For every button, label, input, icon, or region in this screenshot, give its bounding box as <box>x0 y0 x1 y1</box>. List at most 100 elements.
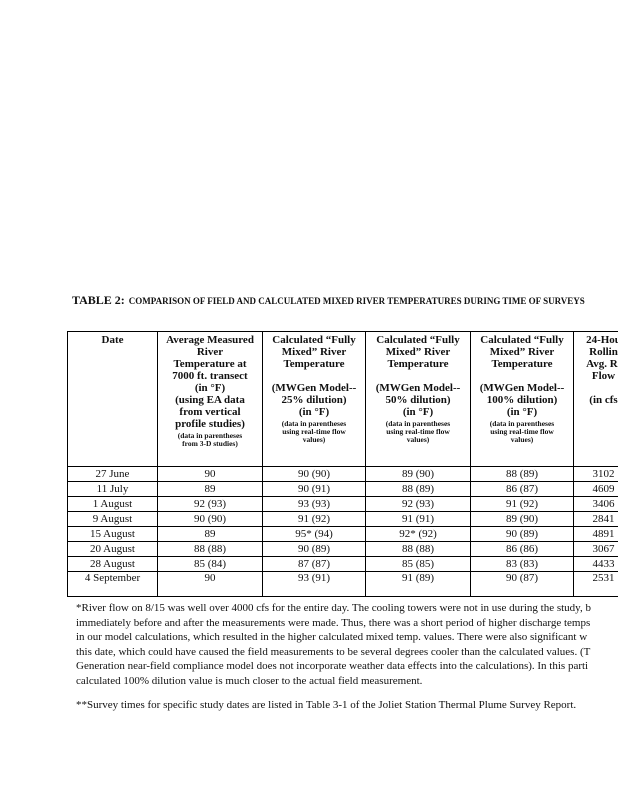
footnote-line: in our model calculations, which resulte… <box>76 631 588 643</box>
value-cell: 90 (89) <box>470 526 574 542</box>
value-cell: 3102 <box>573 466 618 482</box>
header-cell: Calculated “Fully Mixed” River Temperature… <box>470 331 574 467</box>
header-note: (data in parentheses using real-time flow… <box>367 419 470 444</box>
value-cell: 88 (89) <box>365 481 471 497</box>
value-cell: 92 (93) <box>365 496 471 512</box>
value-cell: 89 <box>157 481 263 497</box>
footnote-line: calculated 100% dilution value is much c… <box>76 674 423 687</box>
value-cell: 90 (90) <box>262 466 366 482</box>
value-cell: 87 (87) <box>262 556 366 572</box>
value-cell: 2841 <box>573 511 618 527</box>
value-cell: 91 (91) <box>365 511 471 527</box>
header-line: Mixed” River <box>385 346 451 358</box>
header-line: profile studies) <box>175 418 245 430</box>
table-row: 27 June 90 90 (90) 89 (90) 88 (89) 3102 <box>67 466 618 482</box>
header-subline: (in °F) <box>298 406 330 418</box>
table-title: TABLE 2: COMPARISON OF FIELD AND CALCULAT… <box>72 291 585 309</box>
table-row: 9 August 90 (90) 91 (92) 91 (91) 89 (90) 2841 <box>67 511 618 527</box>
title-label: TABLE 2: <box>72 293 125 307</box>
date-cell: 9 August <box>67 511 158 527</box>
header-line: Mixed” River <box>281 346 347 358</box>
header-line: Temperature <box>283 358 345 370</box>
value-cell: 88 (89) <box>470 466 574 482</box>
note-line: using real-time flow <box>282 427 346 436</box>
date-cell: 11 July <box>67 481 158 497</box>
header-row: Date Average Measured River Temperature at 7… <box>67 331 618 467</box>
footnote: **Survey times for specific study dates … <box>76 698 591 713</box>
value-cell: 3067 <box>573 541 618 557</box>
value-cell: 86 (86) <box>470 541 574 557</box>
header-subline: 100% dilution) <box>486 394 558 406</box>
note-line: using real-time flow <box>386 427 450 436</box>
value-cell: 85 (85) <box>365 556 471 572</box>
title-text: COMPARISON OF FIELD AND CALCULATED MIXED… <box>128 296 585 306</box>
header-note: (data in parentheses from 3-D studies) <box>159 431 262 448</box>
date-cell: 27 June <box>67 466 158 482</box>
value-cell: 89 (90) <box>470 511 574 527</box>
header-cell: Calculated “Fully Mixed” River Temperature… <box>262 331 366 467</box>
header-line: Calculated “Fully <box>376 334 460 346</box>
table-row: 15 August 89 95* (94) 92* (92) 90 (89) 4891 <box>67 526 618 542</box>
header-subline: (MWGen Model-- <box>271 382 357 394</box>
header-gap <box>264 370 365 382</box>
header-subline: 25% dilution) <box>281 394 347 406</box>
value-cell: 4891 <box>573 526 618 542</box>
value-cell: 4433 <box>573 556 618 572</box>
header-line: Calculated “Fully <box>272 334 356 346</box>
header-line: from vertical <box>179 406 241 418</box>
footnote-line: Generation near-field compliance model d… <box>76 660 589 672</box>
header-subline: (MWGen Model-- <box>479 382 565 394</box>
value-cell: 95* (94) <box>262 526 366 542</box>
header-cell: Calculated “Fully Mixed” River Temperature… <box>365 331 471 467</box>
value-cell: 89 <box>157 526 263 542</box>
note-line: (data in parentheses <box>385 419 451 428</box>
footnote-line: *River flow on 8/15 was well over 4000 c… <box>76 602 591 614</box>
note-line: (data in parentheses <box>281 419 347 428</box>
footnotes: *River flow on 8/15 was well over 4000 c… <box>76 601 591 723</box>
value-cell: 4609 <box>573 481 618 497</box>
note-line: (data in parentheses <box>489 419 555 428</box>
table-row: 28 August 85 (84) 87 (87) 85 (85) 83 (83) 443… <box>67 556 618 572</box>
value-cell: 3406 <box>573 496 618 512</box>
header-line: Temperature <box>491 358 553 370</box>
header-gap <box>575 382 618 394</box>
note-line: values) <box>302 435 326 444</box>
header-line: Mixed” River <box>489 346 555 358</box>
value-cell: 88 (88) <box>157 541 263 557</box>
header-cell: 24-Hou Rollin Avg. Ri Flow (in cfs <box>573 331 618 467</box>
header-subline: (in °F) <box>402 406 434 418</box>
value-cell: 92 (93) <box>157 496 263 512</box>
value-cell: 90 (90) <box>157 511 263 527</box>
value-cell: 2531 <box>573 571 618 597</box>
header-line: Rollin <box>589 346 618 358</box>
date-cell: 4 September <box>67 571 158 597</box>
header-line: Temperature <box>387 358 449 370</box>
value-cell: 85 (84) <box>157 556 263 572</box>
header-note: (data in parentheses using real-time flow… <box>472 419 573 444</box>
value-cell: 92* (92) <box>365 526 471 542</box>
value-cell: 91 (92) <box>262 511 366 527</box>
header-line: River <box>196 346 224 358</box>
value-cell: 90 (91) <box>262 481 366 497</box>
header-gap <box>472 370 573 382</box>
header-subline: (MWGen Model-- <box>375 382 461 394</box>
header-line: Average Measured <box>166 334 254 346</box>
header-line: Avg. Ri <box>586 358 618 370</box>
note-line: values) <box>406 435 430 444</box>
date-cell: 1 August <box>67 496 158 512</box>
note-line: values) <box>510 435 534 444</box>
value-cell: 91 (92) <box>470 496 574 512</box>
note-line: (data in parentheses <box>177 431 243 440</box>
value-cell: 90 <box>157 466 263 482</box>
value-cell: 90 (87) <box>470 571 574 597</box>
date-cell: 20 August <box>67 541 158 557</box>
data-table: Date Average Measured River Temperature at 7… <box>67 331 618 597</box>
table-row: 20 August 88 (88) 90 (89) 88 (88) 86 (86) 306… <box>67 541 618 557</box>
header-line: (in °F) <box>194 382 226 394</box>
header-subline: (in °F) <box>506 406 538 418</box>
date-cell: 15 August <box>67 526 158 542</box>
value-cell: 93 (93) <box>262 496 366 512</box>
footnote-line: **Survey times for specific study dates … <box>76 699 577 711</box>
header-line: 7000 ft. transect <box>172 370 248 382</box>
date-cell: 28 August <box>67 556 158 572</box>
